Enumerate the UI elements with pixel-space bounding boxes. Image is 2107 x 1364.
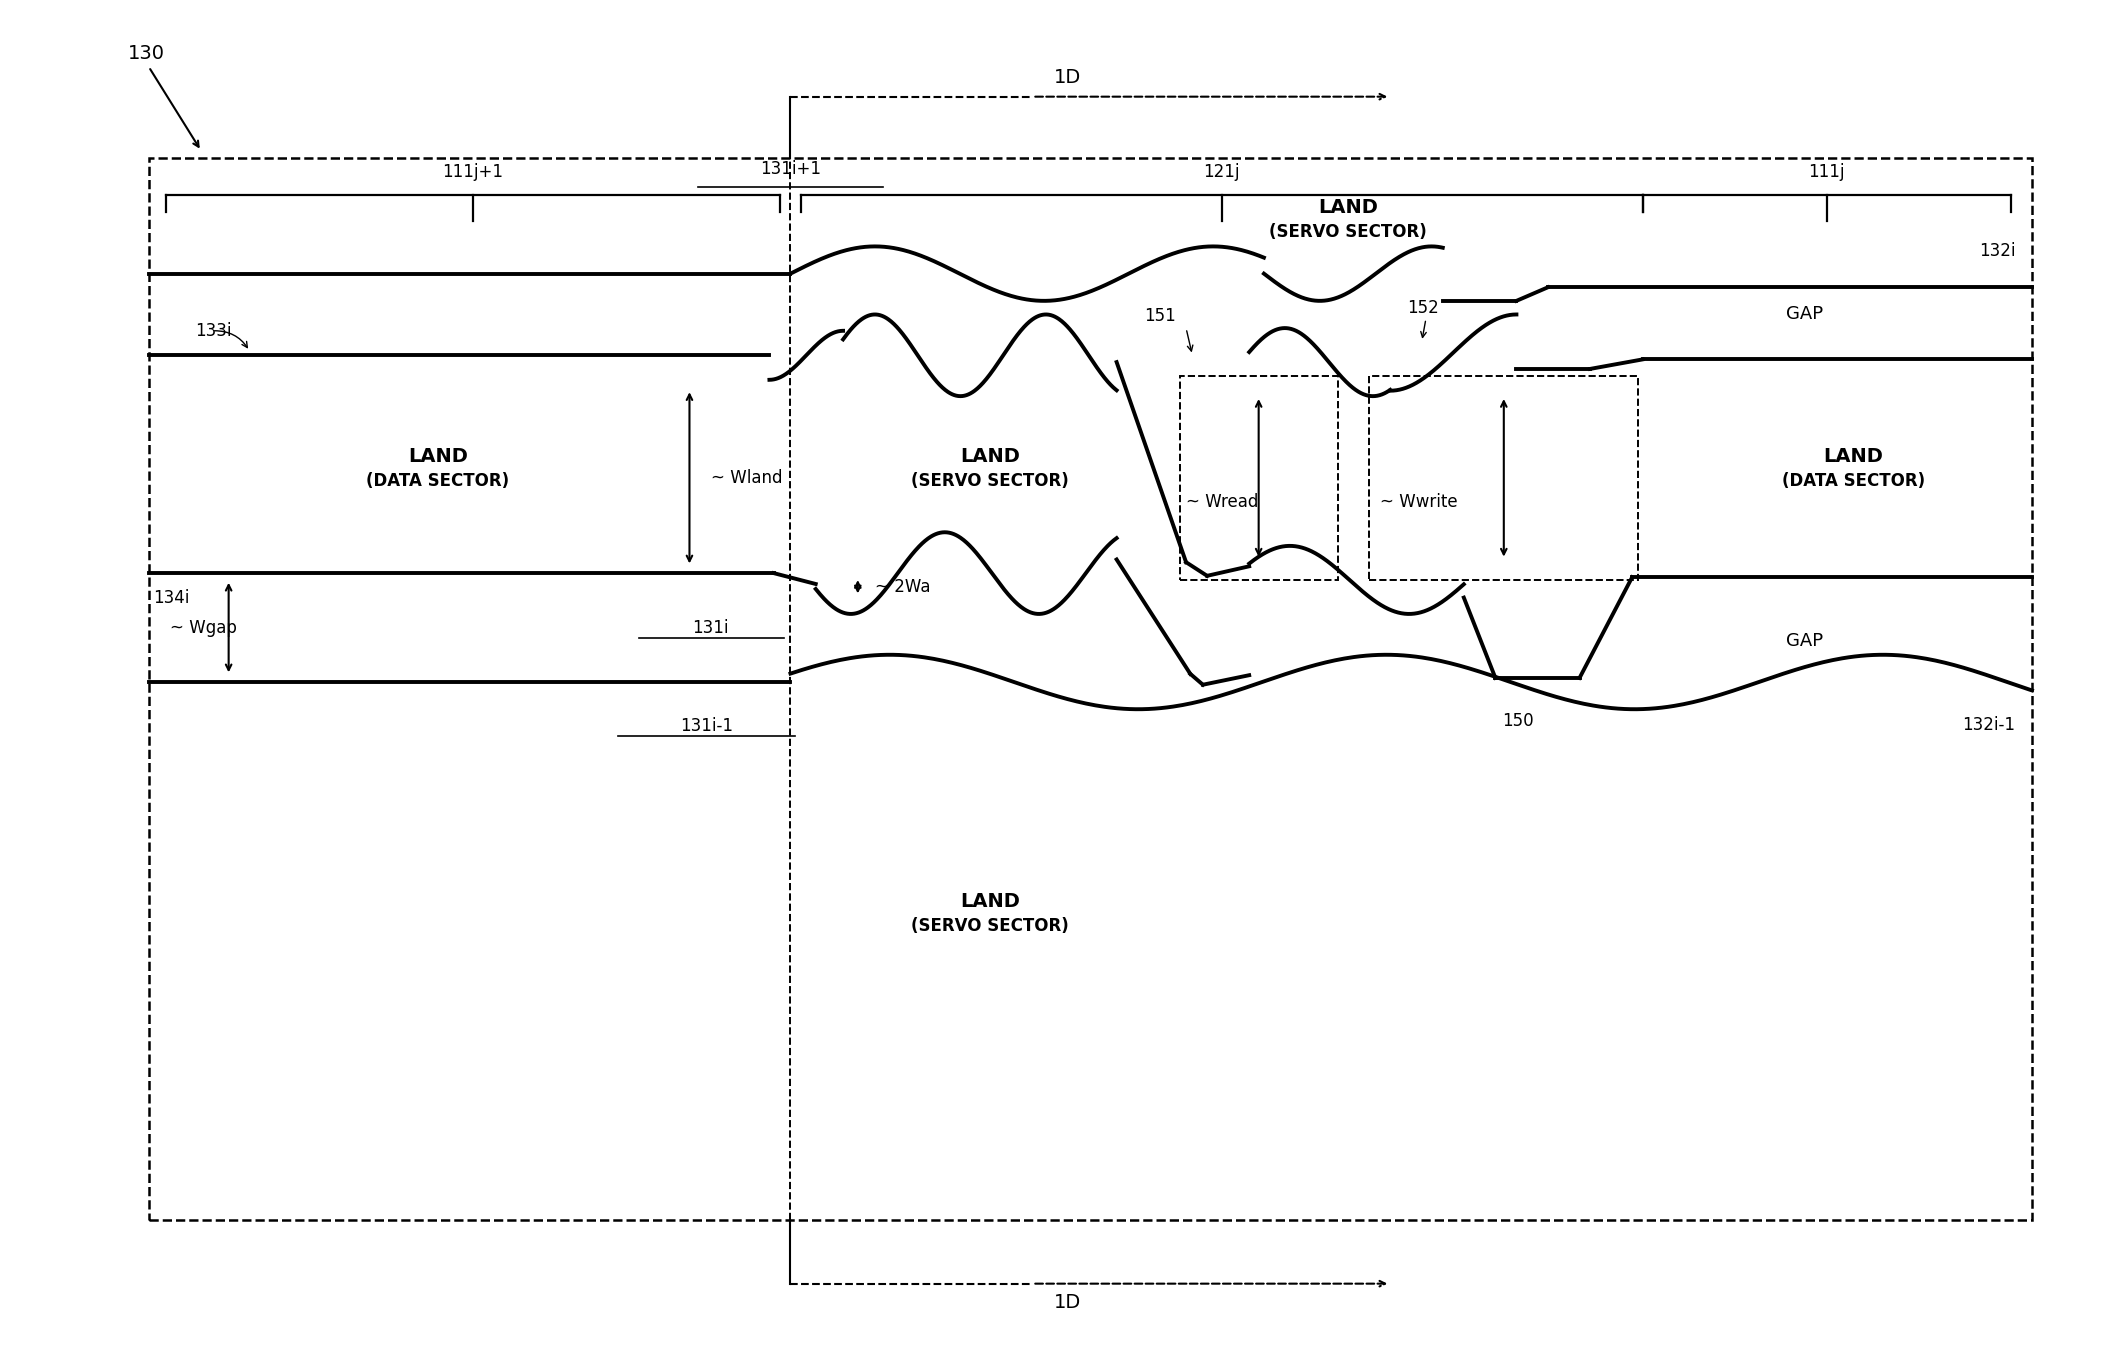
- Bar: [150, 158, 2031, 1219]
- Text: 1D: 1D: [1054, 68, 1081, 87]
- Bar: [1370, 375, 1639, 580]
- Text: 134i: 134i: [154, 589, 190, 607]
- Text: 131i-1: 131i-1: [681, 716, 733, 735]
- Text: LAND: LAND: [1823, 446, 1884, 465]
- Text: 131i+1: 131i+1: [761, 161, 822, 179]
- Text: 151: 151: [1144, 307, 1176, 326]
- Text: 111j+1: 111j+1: [442, 164, 504, 181]
- Text: 152: 152: [1407, 299, 1439, 318]
- Text: GAP: GAP: [1787, 306, 1823, 323]
- Bar: [1180, 375, 1338, 580]
- Text: 131i: 131i: [693, 618, 729, 637]
- Text: (SERVO SECTOR): (SERVO SECTOR): [912, 472, 1068, 490]
- Text: LAND: LAND: [961, 446, 1020, 465]
- Text: 132i: 132i: [1978, 241, 2014, 261]
- Text: 1D: 1D: [1054, 1293, 1081, 1312]
- Text: ~ Wwrite: ~ Wwrite: [1380, 494, 1458, 512]
- Text: (SERVO SECTOR): (SERVO SECTOR): [1268, 224, 1426, 241]
- Text: ~ Wread: ~ Wread: [1186, 494, 1258, 512]
- Text: (SERVO SECTOR): (SERVO SECTOR): [912, 918, 1068, 936]
- Text: ~ Wland: ~ Wland: [710, 469, 782, 487]
- Text: 150: 150: [1502, 712, 1534, 730]
- Text: 133i: 133i: [196, 322, 232, 340]
- Text: (DATA SECTOR): (DATA SECTOR): [367, 472, 510, 490]
- Text: LAND: LAND: [409, 446, 468, 465]
- Text: ~ 2Wa: ~ 2Wa: [874, 578, 929, 596]
- Text: LAND: LAND: [1319, 198, 1378, 217]
- Text: 132i-1: 132i-1: [1962, 716, 2014, 734]
- Text: ~ Wgap: ~ Wgap: [171, 618, 236, 637]
- Text: 121j: 121j: [1203, 164, 1241, 181]
- Text: 111j: 111j: [1808, 164, 1846, 181]
- Text: 130: 130: [129, 44, 164, 63]
- Text: GAP: GAP: [1787, 632, 1823, 651]
- Text: (DATA SECTOR): (DATA SECTOR): [1783, 472, 1924, 490]
- Text: LAND: LAND: [961, 892, 1020, 911]
